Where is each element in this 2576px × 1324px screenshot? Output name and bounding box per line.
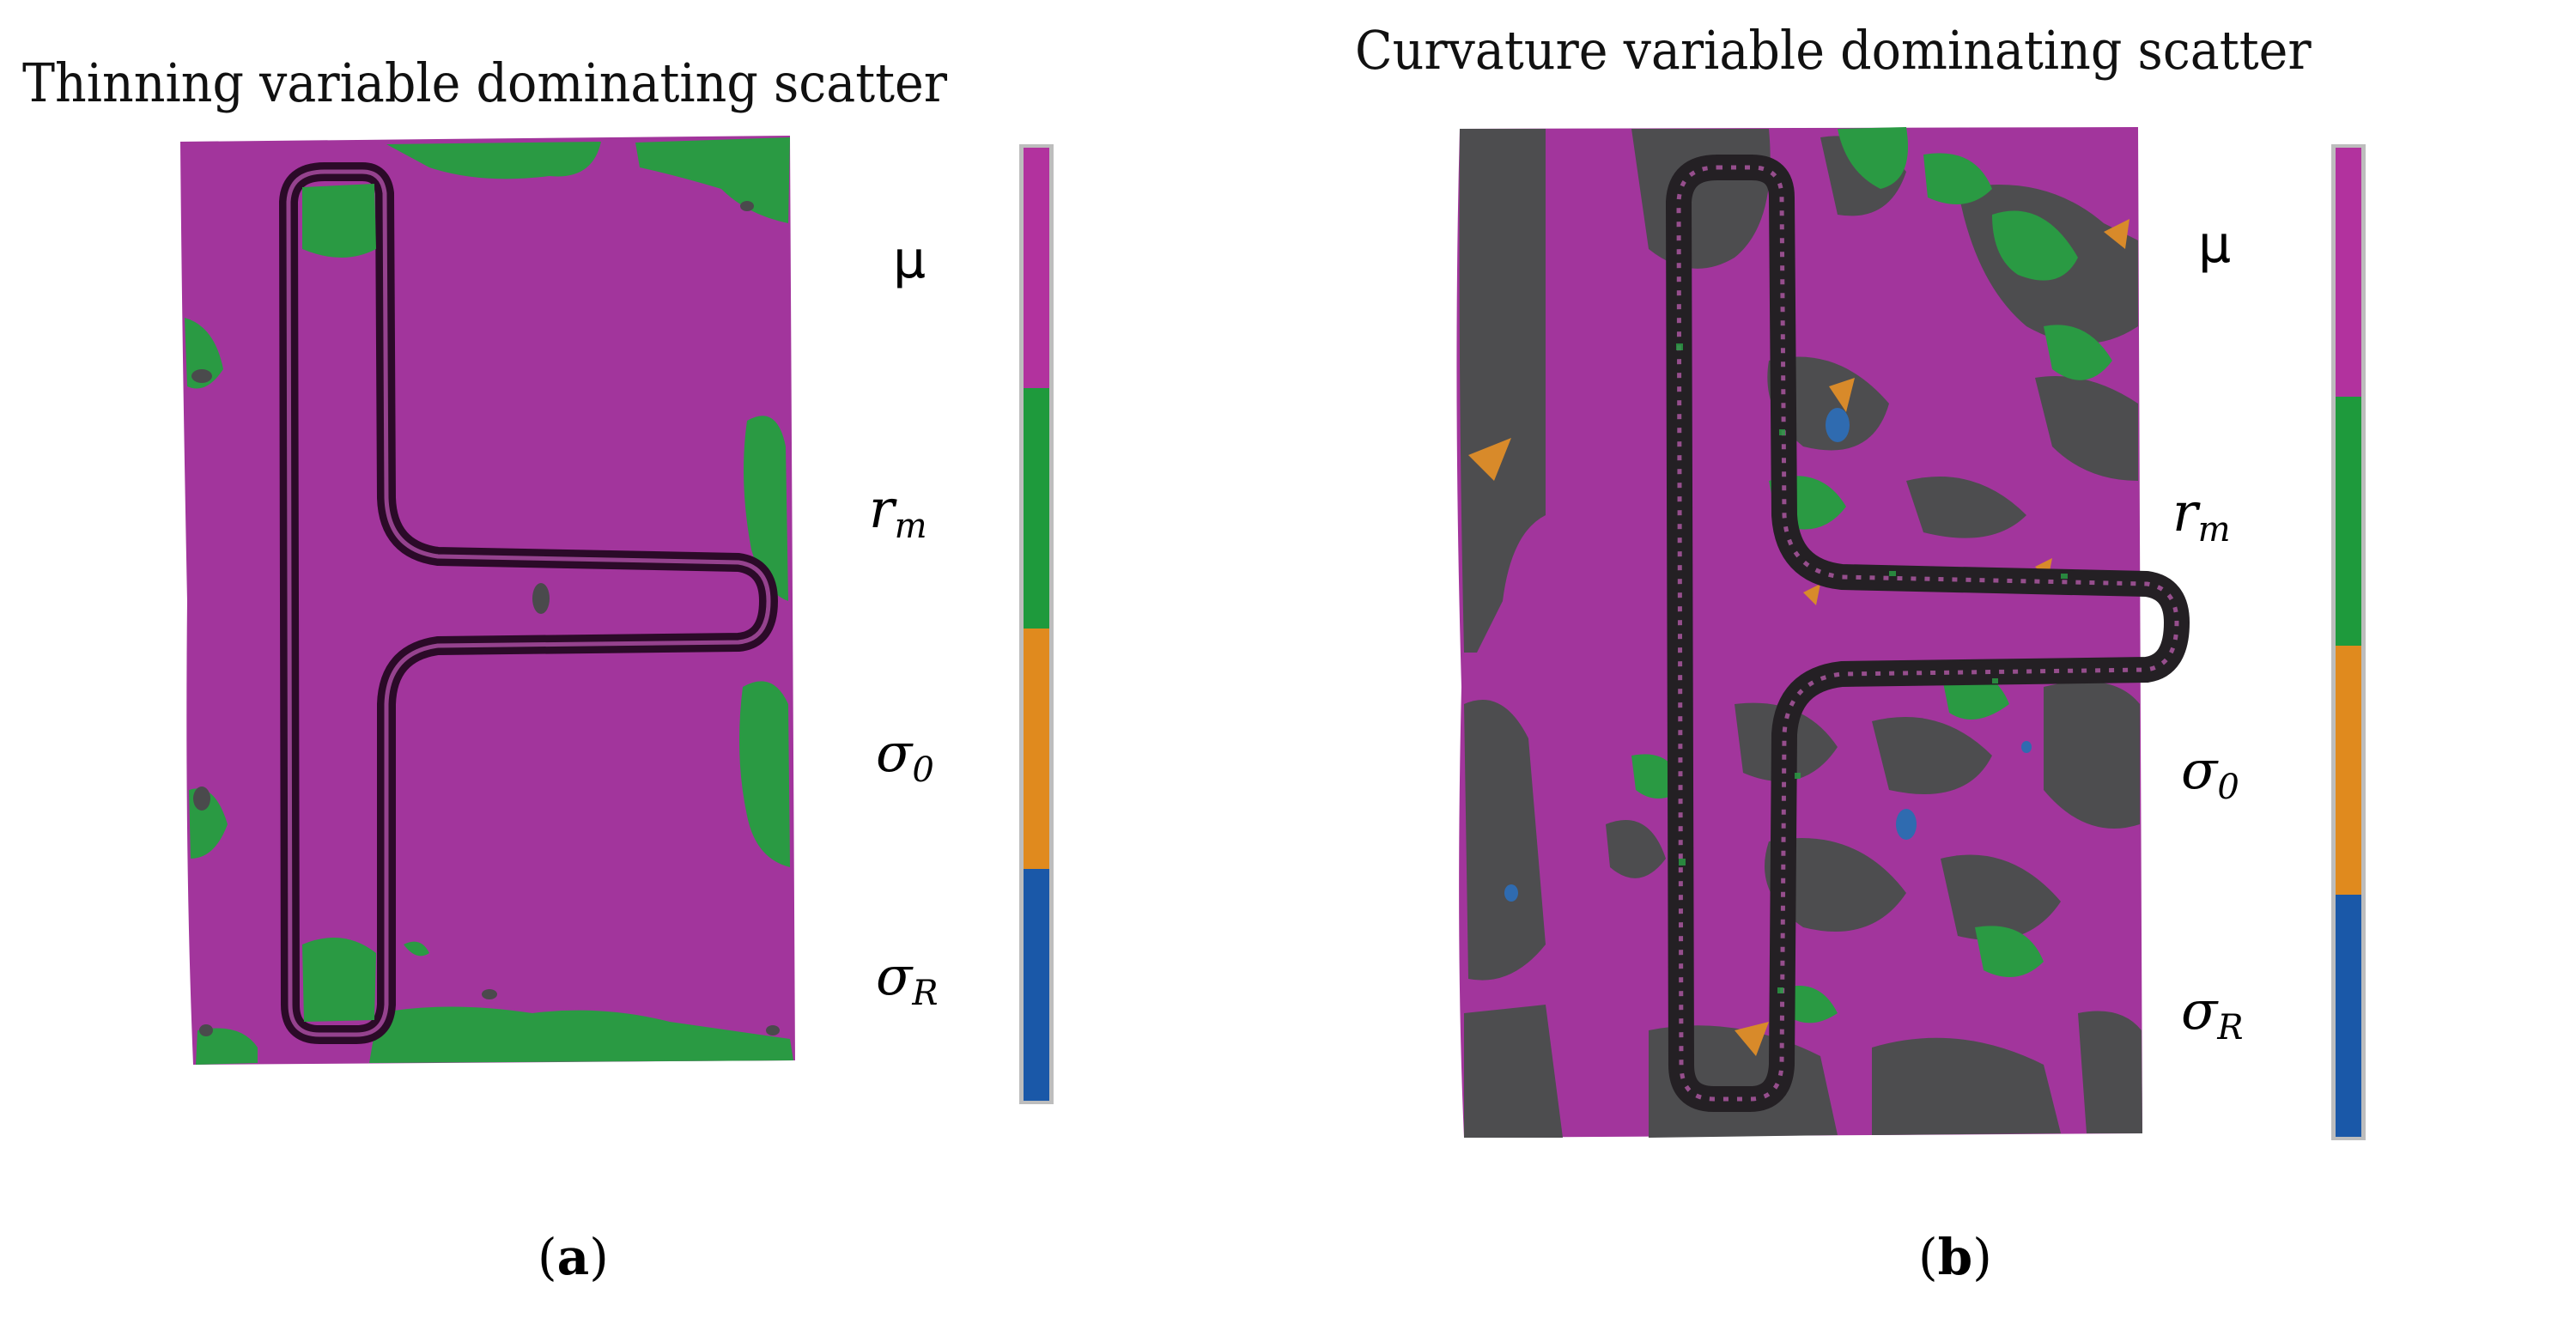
panel-a-title: Thinning variable dominating scatter (22, 52, 948, 114)
panel-b-scatter-map (1456, 127, 2190, 1138)
legend-swatch-rm (1024, 388, 1049, 629)
panel-a: Thinning variable dominating scatter (22, 52, 1054, 1286)
legend-swatch-sigma0 (2336, 646, 2361, 895)
legend-swatch-mu (2336, 148, 2361, 397)
legend-label-sigmaR: σR (2181, 979, 2244, 1048)
green-groove-bottom (302, 938, 376, 1022)
panel-b-legend-colorbar (2331, 144, 2366, 1140)
legend-label-mu: μ (2198, 215, 2232, 275)
legend-swatch-mu (1024, 148, 1049, 388)
blue-specks (1504, 408, 2032, 902)
legend-swatch-sigmaR (2336, 895, 2361, 1137)
legend-label-rm: rm (869, 477, 927, 546)
legend-label-sigma0: σ0 (876, 721, 934, 790)
legend-label-sigmaR: σR (876, 944, 939, 1013)
panel-b-title: Curvature variable dominating scatter (1355, 19, 2312, 82)
panel-a-scatter-map (180, 136, 795, 1065)
green-groove-top (302, 184, 376, 258)
legend-swatch-rm (2336, 397, 2361, 646)
panel-a-label: (a) (538, 1228, 609, 1286)
legend-label-sigma0: σ0 (2181, 738, 2239, 807)
gray-specks (191, 201, 780, 1036)
green-regions (185, 137, 793, 1065)
legend-swatch-sigma0 (1024, 629, 1049, 869)
legend-swatch-sigmaR (1024, 869, 1049, 1101)
panel-a-legend-colorbar (1019, 144, 1054, 1104)
groove-noise (1676, 343, 2068, 993)
sheet-blank (180, 136, 795, 1065)
panel-b-label: (b) (1918, 1228, 1992, 1286)
legend-label-rm: rm (2172, 481, 2231, 550)
legend-label-mu: μ (893, 230, 927, 290)
panel-b: Curvature variable dominating scatter (1288, 0, 2576, 1324)
